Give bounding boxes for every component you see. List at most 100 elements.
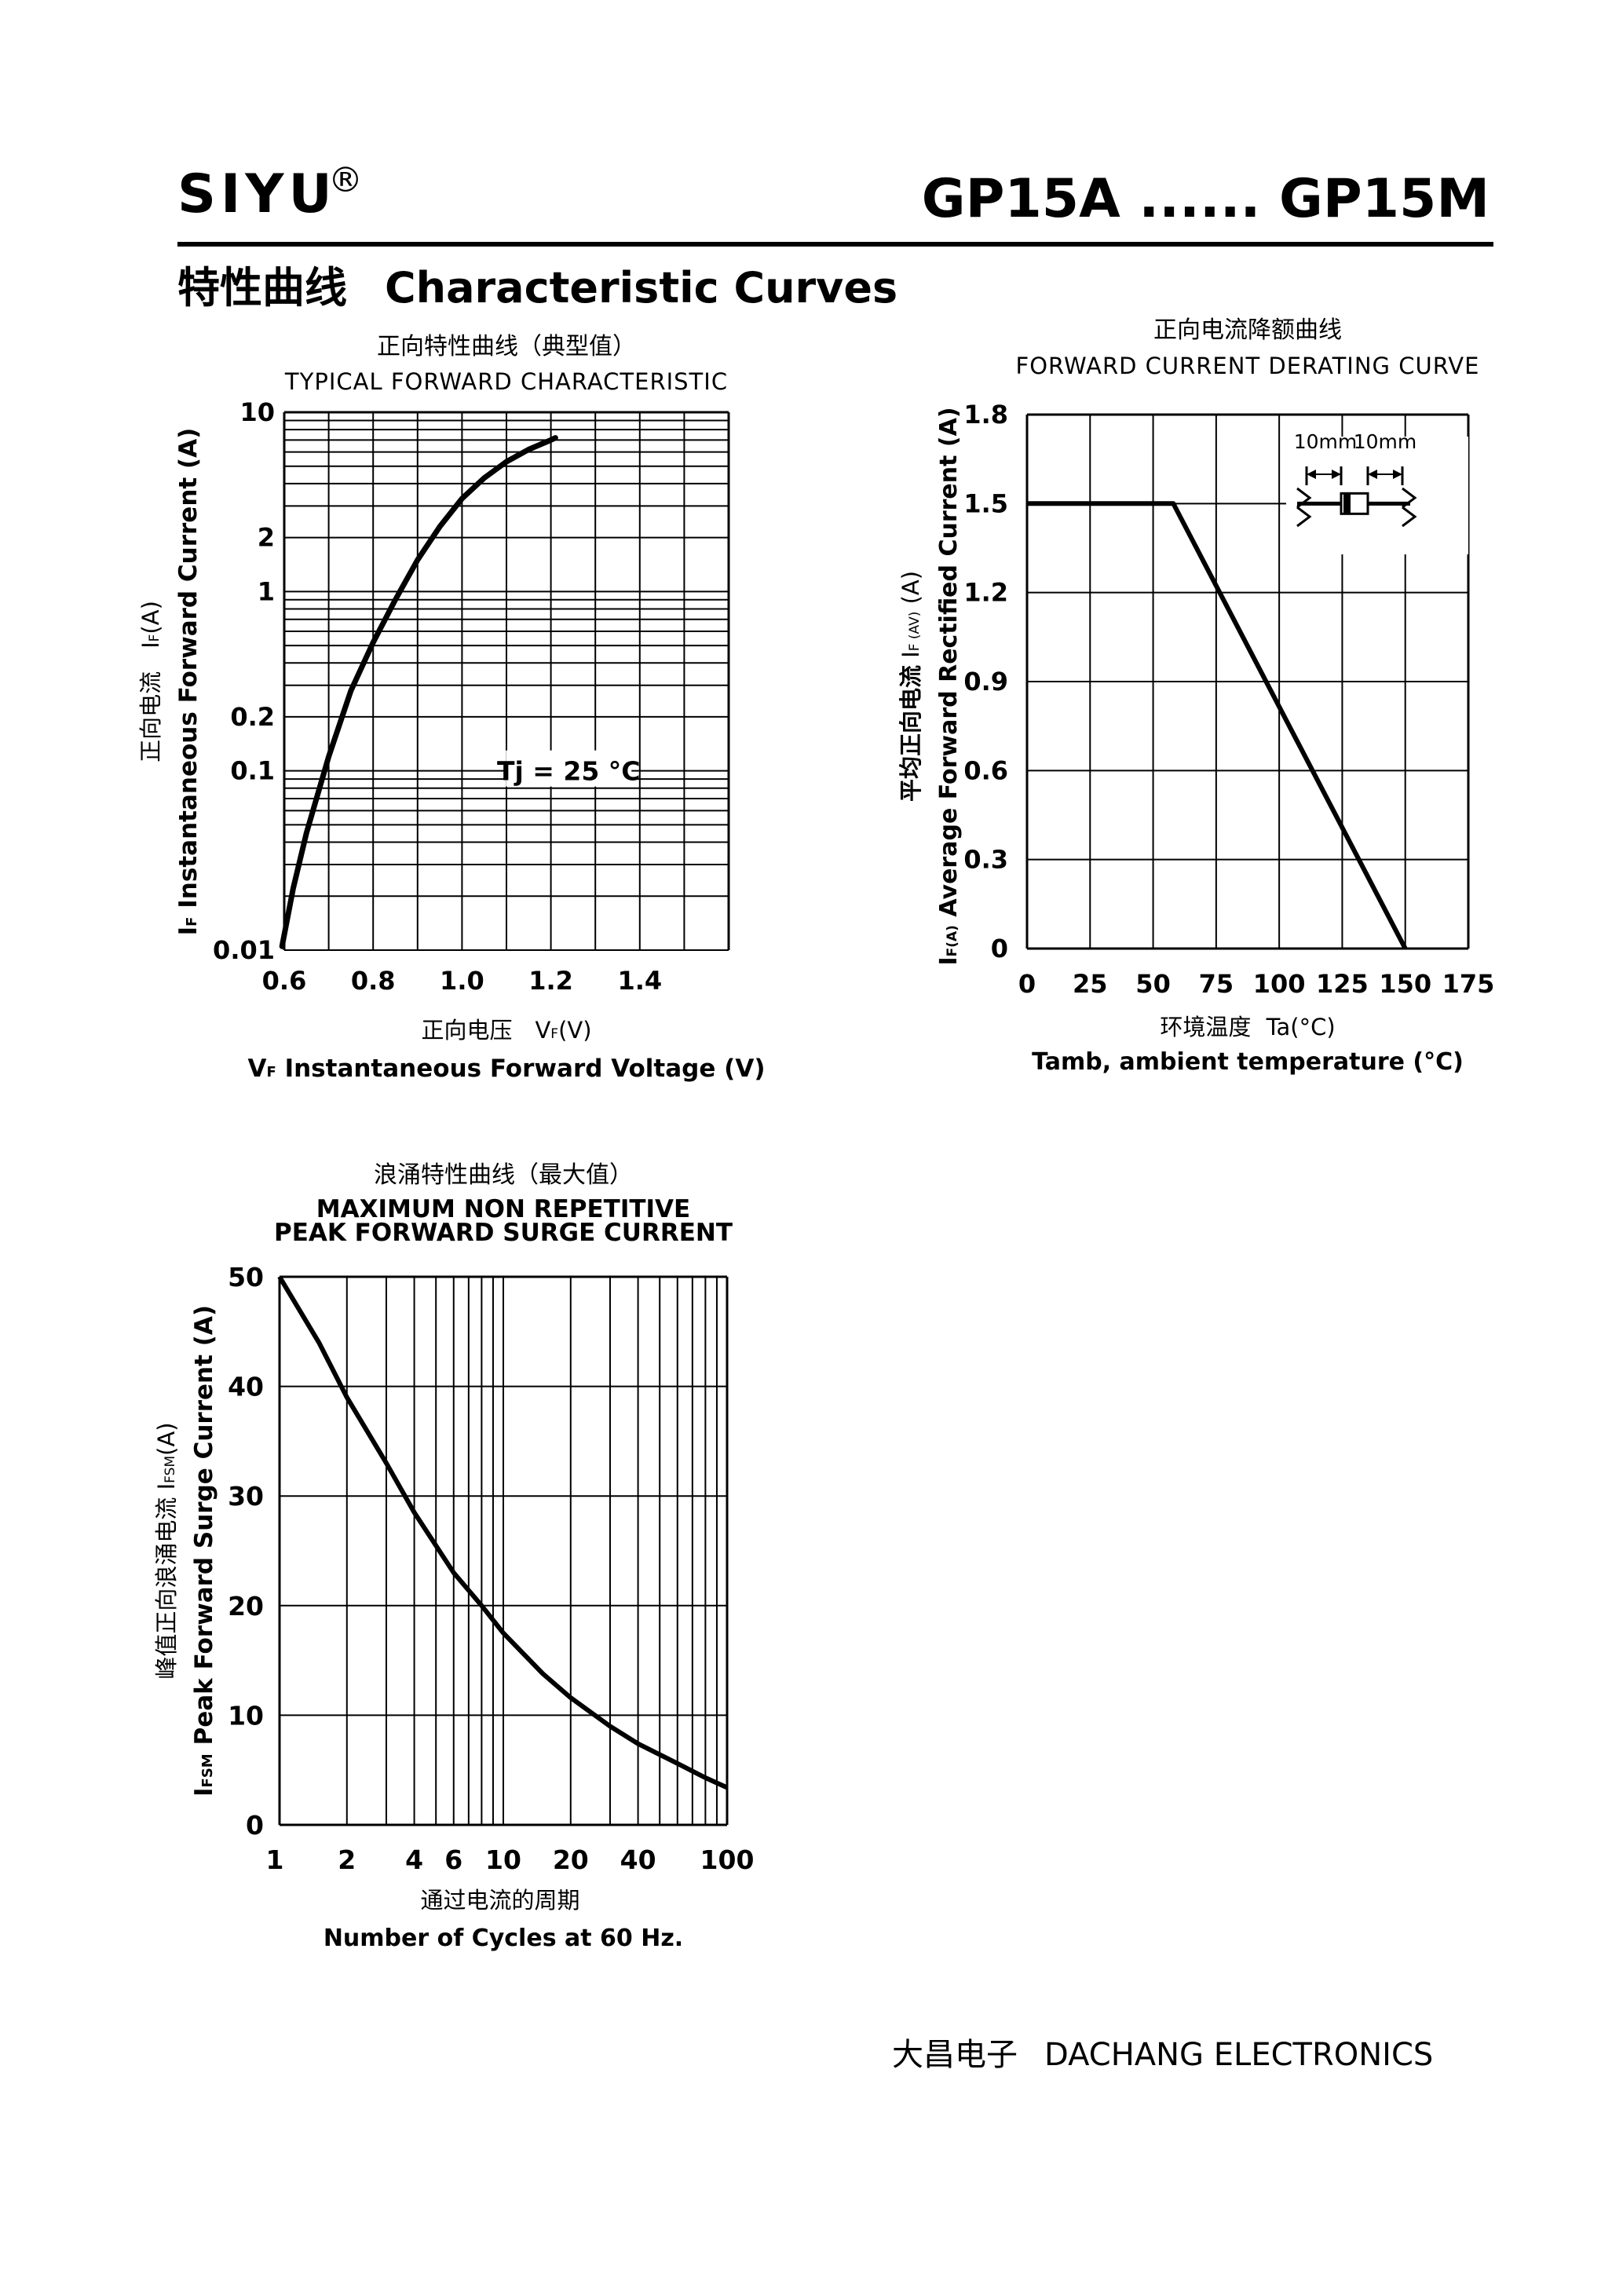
footer-company-en: DACHANG ELECTRONICS (1044, 2037, 1434, 2073)
x-axis-label: Number of Cycles at 60 Hz. (324, 1925, 683, 1952)
y-tick-label: 1.5 (963, 488, 1008, 518)
label-part: 峰值正向浪涌电流 (153, 1497, 180, 1680)
chart-title-cn: 正向电流降额曲线 (1153, 316, 1342, 344)
annotation-bg (506, 750, 632, 787)
y-axis-label: IFSM Peak Forward Surge Current (A) (190, 1305, 218, 1797)
label-part: I (190, 1787, 218, 1797)
x-tick-label: 20 (553, 1844, 589, 1875)
x-tick-label: 1.0 (440, 966, 484, 996)
y-tick-label: 0.1 (230, 756, 275, 786)
y-tick-label: 2 (258, 523, 275, 553)
y-tick-label: 0 (246, 1810, 264, 1841)
x-tick-label: 1 (266, 1844, 284, 1875)
chart-subtitle: PEAK FORWARD SURGE CURRENT (274, 1219, 733, 1247)
label-part: (A) (137, 601, 164, 634)
x-tick-label: 175 (1442, 969, 1495, 999)
label-part: (A) (153, 1422, 180, 1455)
x-tick-label: 75 (1199, 969, 1234, 999)
y-tick-label: 10 (228, 1700, 264, 1731)
x-tick-label: 0.6 (262, 966, 307, 996)
label-part: F(A) (945, 925, 960, 956)
registered-mark: ® (328, 160, 363, 200)
x-tick-label: 1.4 (617, 966, 662, 996)
x-tick-label: 2 (338, 1844, 356, 1875)
y-tick-label: 0.6 (963, 755, 1008, 785)
label-part: 平均正向电流 (897, 665, 924, 802)
x-tick-label: 0 (1018, 969, 1036, 999)
label-part: Instantaneous Forward Voltage (V) (276, 1055, 766, 1083)
chart-title: MAXIMUM NON REPETITIVE (316, 1195, 690, 1223)
x-axis-label: VF Instantaneous Forward Voltage (V) (247, 1055, 765, 1083)
y-axis-label-cn: 平均正向电流 IF (AV) (A) (897, 571, 924, 802)
label-part: (V) (558, 1017, 591, 1044)
y-tick-label: 0.2 (230, 702, 275, 732)
label-part: F (AV) (907, 612, 923, 652)
surge-current-chart: 1 2 4 6 10 20 40 100 0 10 20 30 40 50 浪涌特性曲线（最大值） MAXIM… (153, 1161, 754, 1952)
forward-curve-line (279, 435, 558, 949)
label-part: I (174, 927, 203, 936)
brand-logo: SIYU (177, 163, 337, 225)
label-part: Instantaneous Forward Current (A) (174, 428, 203, 917)
y-tick-label: 0.3 (963, 845, 1008, 875)
y-axis-label-group: IF Instantaneous Forward Current (A) (174, 428, 203, 936)
forward-characteristic-chart: 0.6 0.8 1.0 1.2 1.4 0.01 0.1 0.2 1 2 10 Tj = 25 °C 正… (137, 333, 766, 1083)
derating-curve-chart: 0 25 50 75 100 125 150 175 0 0.3 0.6 0.9 1.2 1.5 1.8 10… (897, 316, 1494, 1076)
y-axis-label-group: IFSM Peak Forward Surge Current (A) (190, 1305, 218, 1797)
footer-company: 大昌电子 DACHANG ELECTRONICS (892, 2029, 1460, 2075)
x-axis-label: Tamb, ambient temperature (°C) (1032, 1048, 1464, 1076)
y-tick-label: 40 (228, 1372, 264, 1402)
label-part: 正向电压 V (421, 1017, 550, 1044)
y-axis-label-cn-group: 平均正向电流 IF (AV) (A) (897, 571, 924, 802)
chart-title: TYPICAL FORWARD CHARACTERISTIC (284, 368, 728, 395)
label-part: F (147, 634, 163, 642)
temp-annotation: Tj = 25 °C (497, 756, 641, 787)
label-part: FSM (163, 1456, 178, 1483)
section-title: 特性曲线 Characteristic Curves (177, 253, 935, 315)
x-tick-label: 4 (405, 1844, 423, 1875)
chart-title-cn: 浪涌特性曲线（最大值） (374, 1161, 633, 1189)
label-part: 正向电流 I (137, 642, 164, 762)
x-tick-label: 25 (1073, 969, 1108, 999)
x-tick-label: 125 (1316, 969, 1369, 999)
inset-bg (1286, 437, 1468, 554)
x-tick-label: 10 (485, 1844, 521, 1875)
y-tick-label: 1 (258, 576, 275, 606)
x-tick-label: 0.8 (351, 966, 396, 996)
y-tick-label: 0.9 (963, 667, 1008, 696)
label-part: F (266, 1064, 276, 1080)
footer-company-cn: 大昌电子 (892, 2037, 1018, 2073)
label-part: I (897, 651, 924, 665)
x-axis-label-cn: 正向电压 VF(V) (421, 1017, 591, 1044)
x-tick-label: 100 (700, 1844, 755, 1875)
x-tick-label: 40 (620, 1844, 656, 1875)
label-part: Average Forward Rectified Current (A) (935, 407, 963, 925)
derating-line (1027, 501, 1408, 950)
y-tick-label: 10 (239, 397, 275, 427)
x-tick-label: 6 (444, 1844, 462, 1875)
y-tick-label: 1.8 (963, 400, 1008, 430)
part-range: GP15A ...... GP15M (921, 168, 1490, 230)
label-part: (A) (897, 571, 924, 612)
x-tick-label: 50 (1135, 969, 1171, 999)
y-tick-label: 1.2 (963, 578, 1008, 608)
y-tick-label: 0 (991, 934, 1008, 963)
x-tick-label: 1.2 (528, 966, 573, 996)
y-tick-label: 20 (228, 1591, 264, 1621)
y-axis-label: IF Instantaneous Forward Current (A) (174, 428, 203, 936)
y-axis-label-cn-group: 峰值正向浪涌电流 IFSM(A) (153, 1422, 180, 1679)
chart-title: FORWARD CURRENT DERATING CURVE (1016, 353, 1480, 379)
label-part: V (247, 1055, 266, 1083)
x-tick-label: 100 (1253, 969, 1306, 999)
label-part: Ta (1259, 1014, 1290, 1040)
label-part: Peak Forward Surge Current (A) (190, 1305, 218, 1753)
y-axis-label: IF(A) Average Forward Rectified Current … (935, 407, 963, 965)
label-part: I (153, 1483, 180, 1497)
chart-title-cn: 正向特性曲线（典型值） (377, 333, 636, 360)
inset-dim-label: 10mm (1294, 430, 1358, 453)
x-tick-label: 150 (1379, 969, 1431, 999)
y-tick-label: 50 (228, 1262, 264, 1292)
break-mark-right-icon (1402, 487, 1417, 528)
section-title-cn: 特性曲线 (177, 263, 347, 313)
label-part: 环境温度 (1160, 1014, 1251, 1040)
